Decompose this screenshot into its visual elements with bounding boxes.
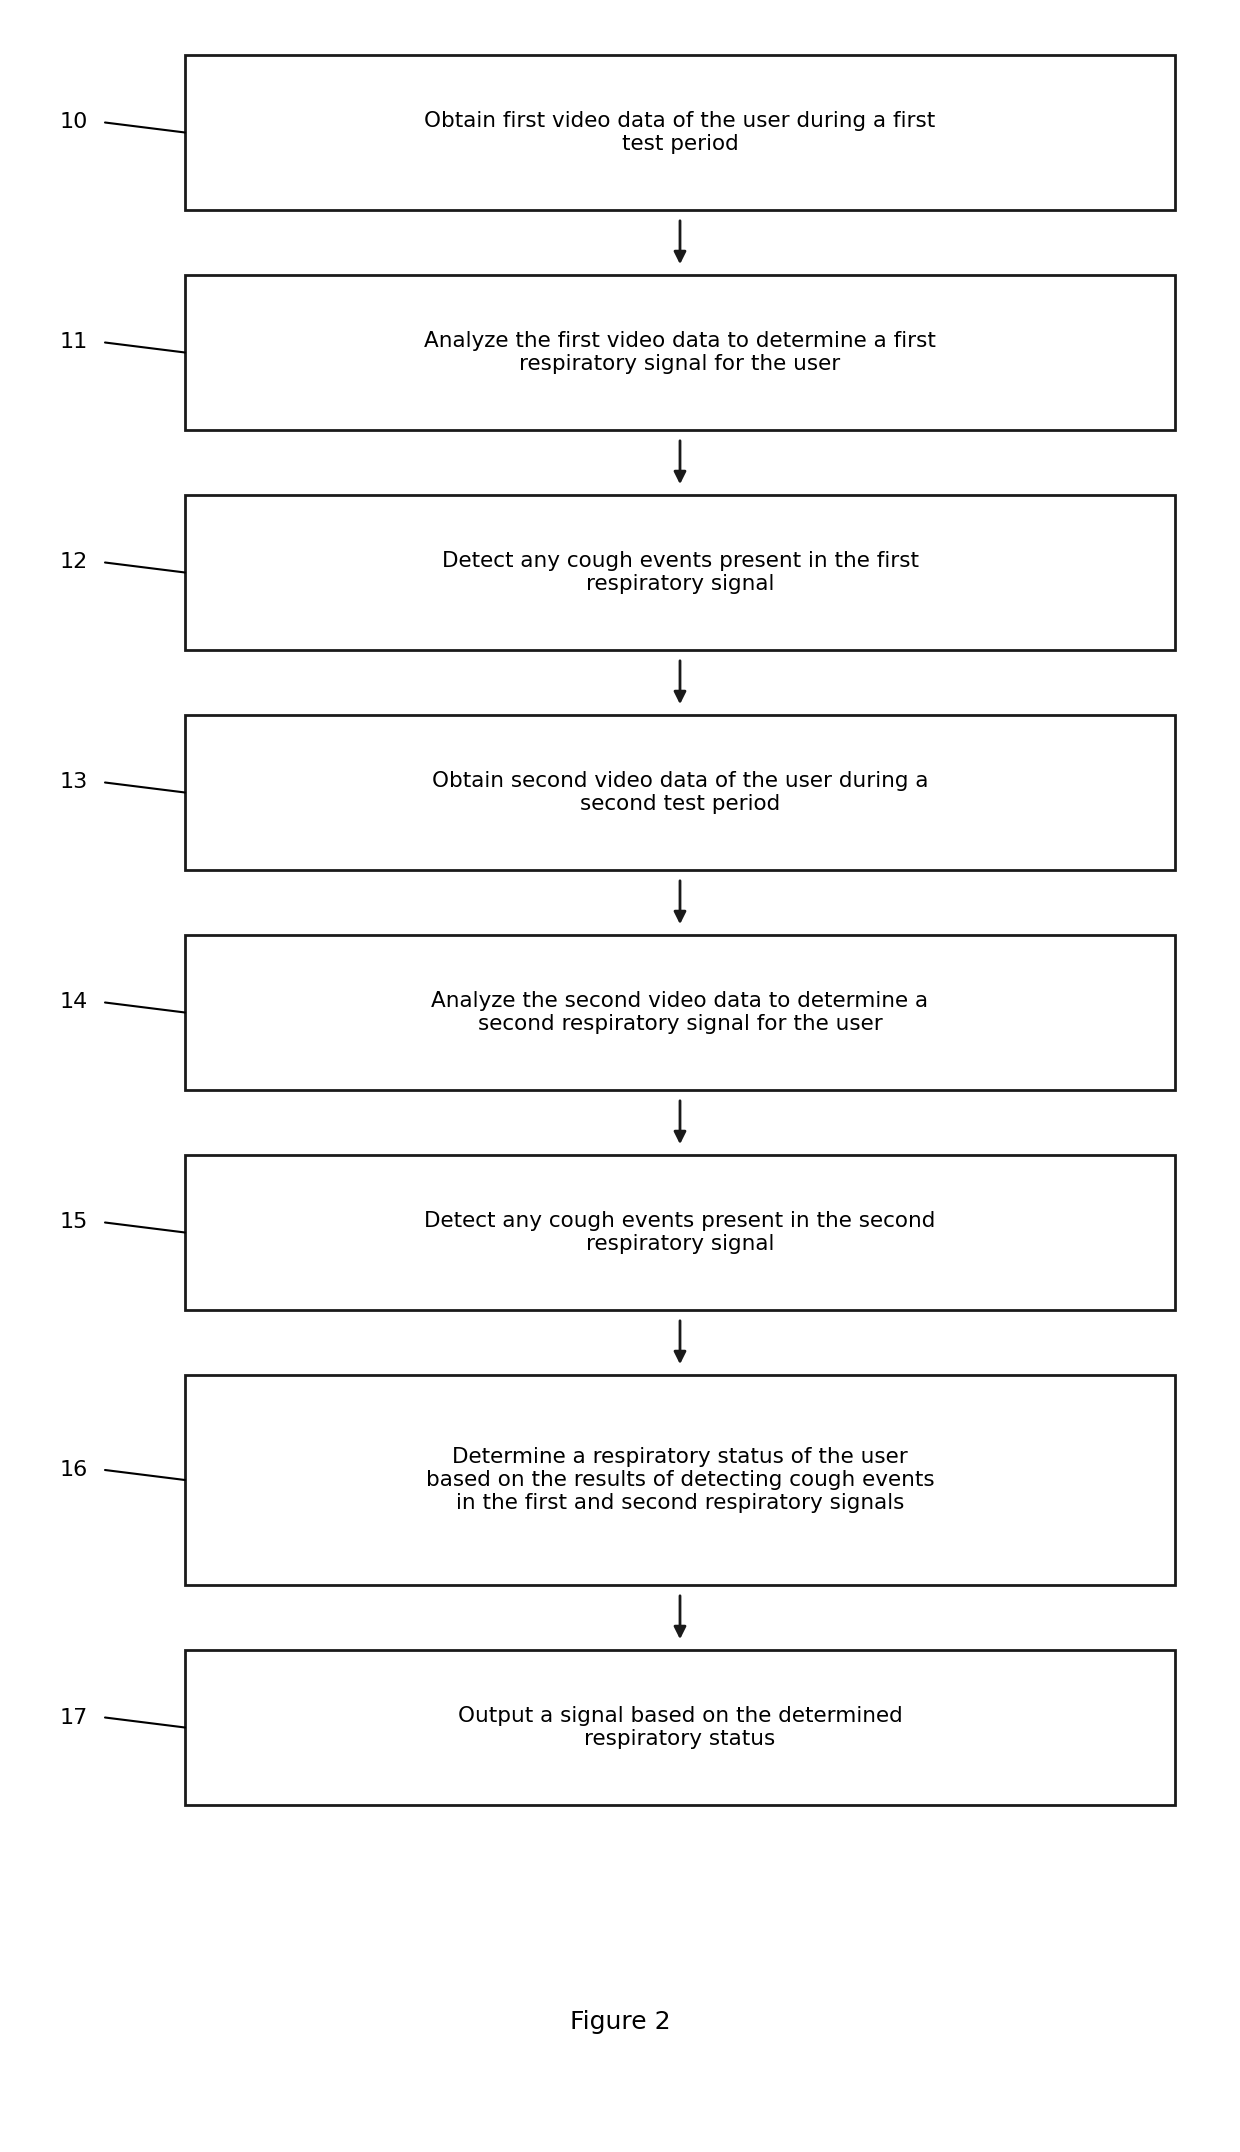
Text: Obtain first video data of the user during a first
test period: Obtain first video data of the user duri… xyxy=(424,112,936,155)
Bar xyxy=(185,714,1176,869)
Bar xyxy=(185,1375,1176,1586)
Text: Determine a respiratory status of the user
based on the results of detecting cou: Determine a respiratory status of the us… xyxy=(425,1446,934,1513)
Text: Obtain second video data of the user during a
second test period: Obtain second video data of the user dur… xyxy=(432,770,929,813)
Text: Detect any cough events present in the first
respiratory signal: Detect any cough events present in the f… xyxy=(441,551,919,594)
Bar xyxy=(185,275,1176,430)
Text: 11: 11 xyxy=(60,334,88,353)
Bar xyxy=(185,1651,1176,1806)
Text: 17: 17 xyxy=(60,1707,88,1728)
Text: Analyze the first video data to determine a first
respiratory signal for the use: Analyze the first video data to determin… xyxy=(424,331,936,374)
Text: Figure 2: Figure 2 xyxy=(569,2010,671,2034)
Text: Detect any cough events present in the second
respiratory signal: Detect any cough events present in the s… xyxy=(424,1212,936,1255)
Bar xyxy=(185,56,1176,211)
Text: Analyze the second video data to determine a
second respiratory signal for the u: Analyze the second video data to determi… xyxy=(432,990,929,1035)
Bar xyxy=(185,1156,1176,1311)
Text: 13: 13 xyxy=(60,773,88,792)
Text: 14: 14 xyxy=(60,992,88,1011)
Text: 12: 12 xyxy=(60,553,88,572)
Text: 10: 10 xyxy=(60,112,88,133)
Text: Output a signal based on the determined
respiratory status: Output a signal based on the determined … xyxy=(458,1707,903,1750)
Bar xyxy=(185,495,1176,650)
Text: 15: 15 xyxy=(60,1212,88,1233)
Bar xyxy=(185,934,1176,1091)
Text: 16: 16 xyxy=(60,1459,88,1481)
